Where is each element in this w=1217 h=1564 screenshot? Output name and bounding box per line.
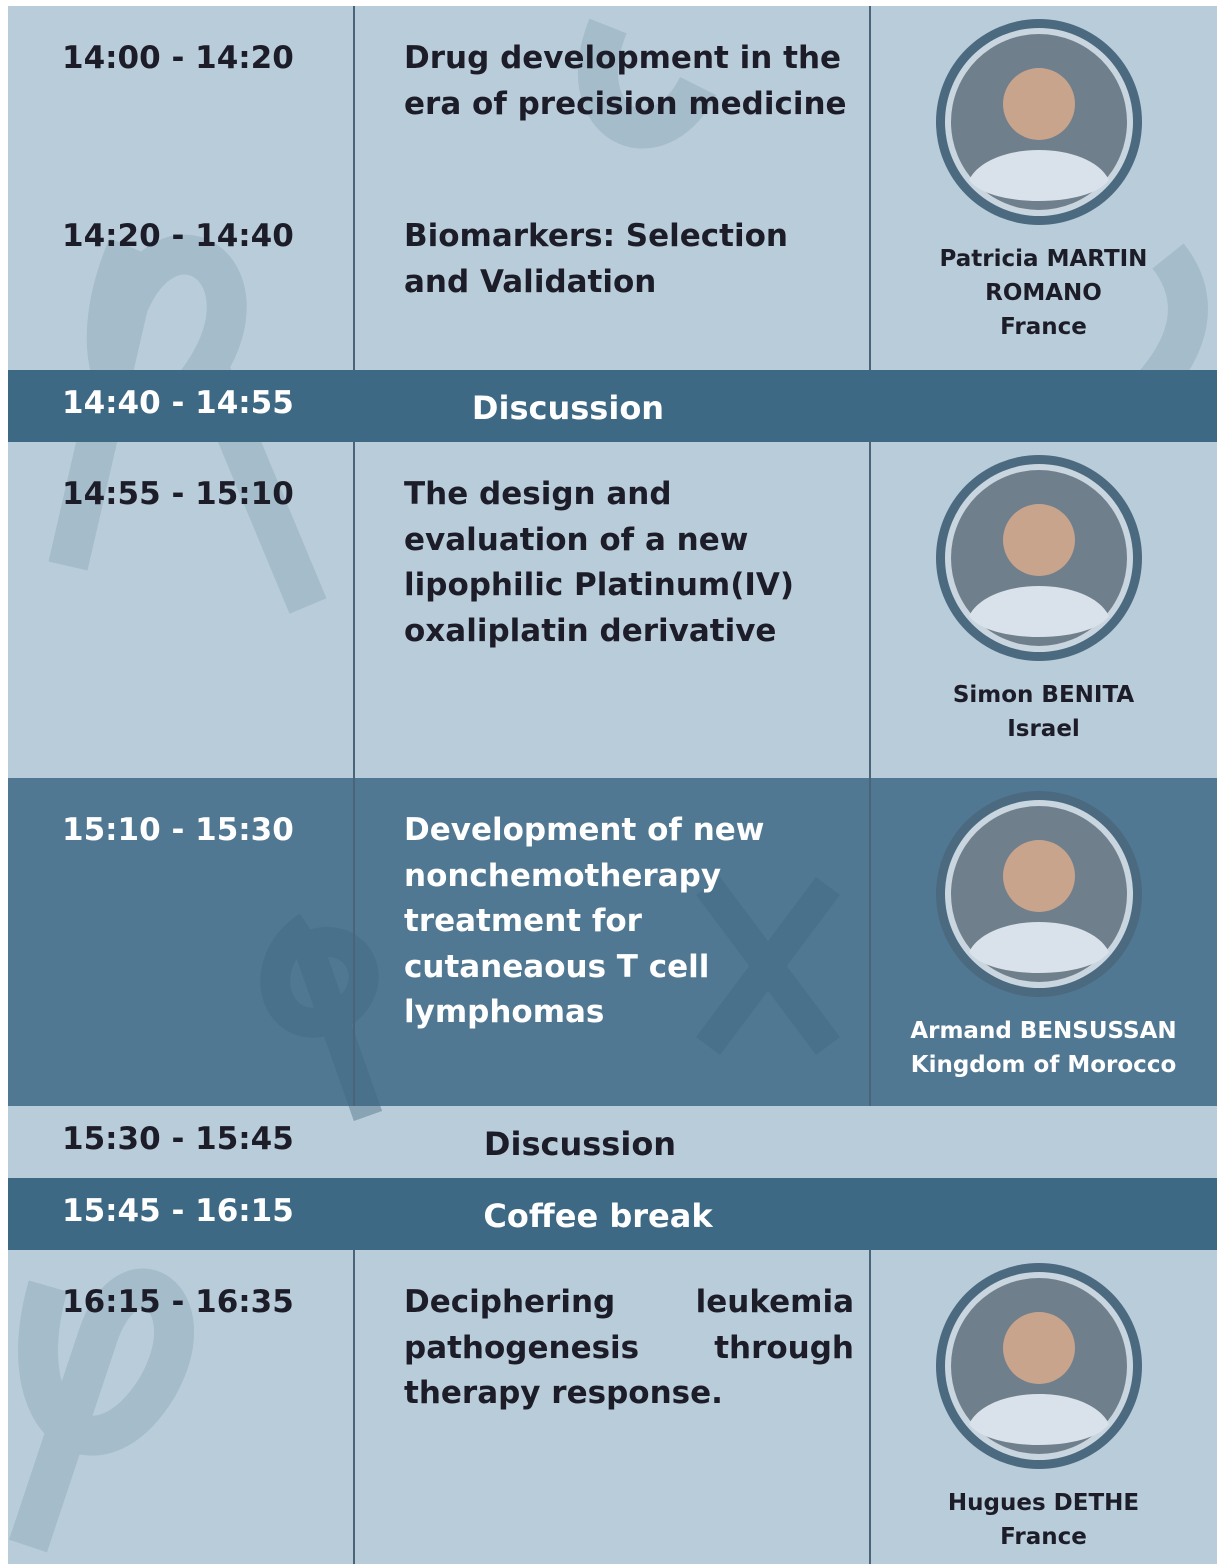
talk-time: 14:00 - 14:20 (62, 40, 294, 76)
break-time: 14:40 - 14:55 (62, 385, 294, 421)
talk-title: Biomarkers: Selection and Validation (404, 218, 788, 300)
break-row (8, 1178, 1217, 1250)
speaker-name: Simon BENITA (952, 682, 1135, 708)
break-label: Coffee break (483, 1197, 713, 1235)
speaker-photo (936, 455, 1142, 661)
column-divider (353, 778, 355, 1106)
break-label: Discussion (471, 389, 665, 427)
talk-time: 15:10 - 15:30 (62, 812, 294, 848)
column-divider (869, 778, 871, 1106)
speaker-photo (936, 1263, 1142, 1469)
column-divider (869, 6, 871, 370)
break-label: Discussion (483, 1125, 677, 1163)
speaker-name: ROMANO (985, 280, 1102, 306)
talk-title: The design and evaluation of a new lipop… (404, 476, 795, 649)
program-page: 14:00 - 14:20 Drug development in the era… (8, 6, 1217, 1564)
talk-time: 14:20 - 14:40 (62, 218, 294, 254)
speaker-photo (936, 791, 1142, 997)
speaker-country: Israel (1007, 716, 1080, 742)
speaker-name: Patricia MARTIN (939, 246, 1148, 272)
talk-time: 14:55 - 15:10 (62, 476, 294, 512)
break-time: 15:45 - 16:15 (62, 1193, 294, 1229)
speaker-country: Kingdom of Morocco (910, 1052, 1177, 1078)
column-divider (869, 442, 871, 778)
speaker-name: Armand BENSUSSAN (910, 1018, 1177, 1044)
speaker-photo (936, 19, 1142, 225)
talk-title: Drug development in the era of precision… (404, 40, 847, 122)
speaker-country: France (1000, 1524, 1087, 1550)
speaker-country: France (1000, 314, 1087, 340)
speaker-name: Hugues DETHE (947, 1490, 1140, 1516)
column-divider (353, 442, 355, 778)
break-time: 15:30 - 15:45 (62, 1121, 294, 1157)
talk-title: Development of new nonchemotherapy treat… (404, 812, 765, 1030)
column-divider (869, 1250, 871, 1564)
column-divider (353, 1250, 355, 1564)
talk-title: Deciphering leukemia pathogenesis throug… (404, 1284, 854, 1411)
column-divider (353, 6, 355, 370)
talk-time: 16:15 - 16:35 (62, 1284, 294, 1320)
break-row (8, 370, 1217, 442)
